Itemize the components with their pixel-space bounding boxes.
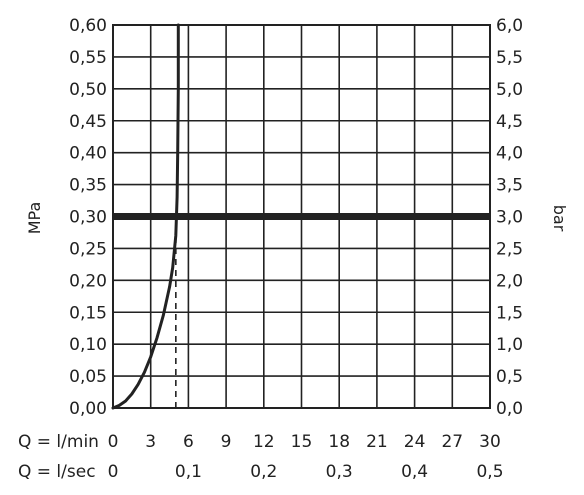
right-tick-label: 0,0 (496, 399, 523, 419)
right-tick-label: 1,0 (496, 335, 523, 355)
x-lmin-tick-label: 3 (145, 432, 156, 452)
x-lmin-tick-label: 15 (291, 432, 313, 452)
x-axis-lmin-ticks: 0 3 6 9 12 15 18 21 24 27 30 (108, 432, 501, 452)
left-tick-label: 0,25 (69, 239, 107, 259)
x-axis-lsec-ticks: 0 0,1 0,2 0,3 0,4 0,5 (108, 462, 504, 482)
left-tick-label: 0,55 (69, 48, 107, 68)
x-lmin-tick-label: 24 (404, 432, 426, 452)
right-tick-label: 2,5 (496, 239, 523, 259)
right-axis-ticks: 0,0 0,5 1,0 1,5 2,0 2,5 3,0 3,5 4,0 4,5 5,0 5,5 6,0 (496, 16, 523, 419)
left-tick-label: 0,00 (69, 399, 107, 419)
x-lmin-tick-label: 27 (441, 432, 463, 452)
right-tick-label: 4,5 (496, 112, 523, 132)
x-lmin-tick-label: 21 (366, 432, 388, 452)
left-tick-label: 0,20 (69, 271, 107, 291)
left-axis-label: MPa (25, 202, 44, 235)
right-tick-label: 0,5 (496, 367, 523, 387)
x-lmin-tick-label: 6 (183, 432, 194, 452)
x-lsec-tick-label: 0,4 (401, 462, 428, 482)
right-axis-label: bar (550, 205, 569, 232)
x-lsec-tick-label: 0,3 (326, 462, 353, 482)
x-lsec-tick-label: 0,1 (175, 462, 202, 482)
x-lmin-tick-label: 9 (221, 432, 232, 452)
right-tick-label: 3,5 (496, 176, 523, 196)
left-tick-label: 0,35 (69, 176, 107, 196)
left-tick-label: 0,60 (69, 16, 107, 36)
plot-border (112, 24, 491, 409)
left-tick-label: 0,50 (69, 80, 107, 100)
data-layer (111, 23, 490, 410)
x-lmin-tick-label: 30 (479, 432, 501, 452)
right-tick-label: 4,0 (496, 144, 523, 164)
right-tick-label: 5,0 (496, 80, 523, 100)
right-tick-label: 6,0 (496, 16, 523, 36)
x-lmin-tick-label: 18 (328, 432, 350, 452)
x-lmin-tick-label: 0 (108, 432, 119, 452)
right-tick-label: 1,5 (496, 303, 523, 323)
x-axis-lsec-label: Q = l/sec (18, 462, 96, 482)
left-tick-label: 0,15 (69, 303, 107, 323)
right-tick-label: 5,5 (496, 48, 523, 68)
x-axis-lmin-label: Q = l/min (18, 432, 99, 452)
left-tick-label: 0,30 (69, 208, 107, 228)
x-lsec-tick-label: 0,5 (476, 462, 503, 482)
left-tick-label: 0,10 (69, 335, 107, 355)
right-tick-label: 2,0 (496, 271, 523, 291)
left-axis-ticks: 0,00 0,05 0,10 0,15 0,20 0,25 0,30 0,35 0,40 0,45… (69, 16, 107, 419)
left-tick-label: 0,05 (69, 367, 107, 387)
plot-frame (112, 24, 491, 409)
x-lmin-tick-label: 12 (253, 432, 275, 452)
x-lsec-tick-label: 0,2 (250, 462, 277, 482)
right-tick-label: 3,0 (496, 208, 523, 228)
left-tick-label: 0,45 (69, 112, 107, 132)
left-tick-label: 0,40 (69, 144, 107, 164)
series-curve (111, 23, 180, 410)
x-lsec-tick-label: 0 (108, 462, 119, 482)
